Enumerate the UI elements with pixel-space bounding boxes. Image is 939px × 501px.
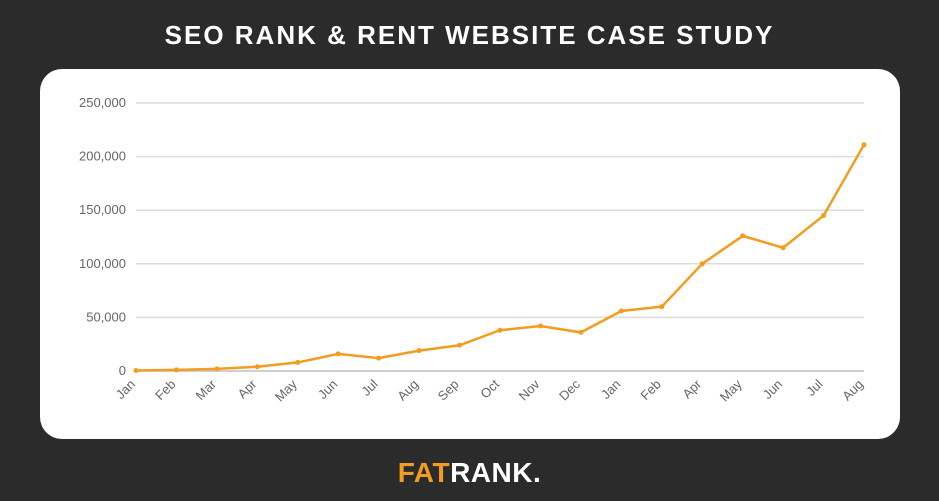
x-tick-label: Dec xyxy=(556,376,583,403)
x-tick-label: Jan xyxy=(598,377,623,402)
y-tick-label: 200,000 xyxy=(79,149,126,164)
x-tick-label: Oct xyxy=(477,376,502,401)
x-tick-label: Mar xyxy=(192,376,219,403)
y-tick-label: 100,000 xyxy=(79,256,126,271)
series-marker xyxy=(416,348,421,353)
line-chart: 0 50,000 100,000 150,000 200,000 250,000 Jan F… xyxy=(68,89,872,427)
series-marker xyxy=(295,360,300,365)
x-axis-ticks: Jan Feb Mar Apr May Jun Jul Aug Sep Oct Nov Dec Jan F… xyxy=(112,376,865,404)
x-tick-label: May xyxy=(716,376,744,404)
chart-wrap: 0 50,000 100,000 150,000 200,000 250,000 Jan F… xyxy=(68,89,872,427)
logo-part-rank: RANK xyxy=(450,457,533,489)
logo-part-dot: . xyxy=(533,457,541,489)
brand-logo: FAT RANK . xyxy=(398,457,541,489)
x-tick-label: Jun xyxy=(314,377,339,402)
series-marker xyxy=(335,351,340,356)
series-marker xyxy=(457,343,462,348)
series-marker xyxy=(497,328,502,333)
x-tick-label: Jan xyxy=(112,377,137,402)
series-marker xyxy=(537,323,542,328)
page-title: SEO RANK & RENT WEBSITE CASE STUDY xyxy=(165,20,775,51)
x-tick-label: Apr xyxy=(679,376,704,401)
y-tick-label: 150,000 xyxy=(79,202,126,217)
series-marker xyxy=(740,233,745,238)
x-tick-label: Nov xyxy=(515,376,542,403)
x-tick-label: Jun xyxy=(759,377,784,402)
logo-part-fat: FAT xyxy=(398,457,450,489)
x-tick-label: Feb xyxy=(152,377,178,403)
series-marker xyxy=(133,368,138,373)
x-tick-label: Feb xyxy=(637,377,663,403)
x-tick-label: Aug xyxy=(394,377,421,404)
x-tick-label: May xyxy=(271,376,299,404)
series-line xyxy=(136,145,864,371)
series-marker xyxy=(618,308,623,313)
series-marker xyxy=(173,367,178,372)
series-marker xyxy=(376,356,381,361)
x-tick-label: Aug xyxy=(839,377,866,404)
series-marker xyxy=(699,261,704,266)
chart-card: 0 50,000 100,000 150,000 200,000 250,000 Jan F… xyxy=(40,69,900,439)
x-tick-label: Jul xyxy=(803,376,825,398)
chart-series xyxy=(133,142,866,373)
series-marker xyxy=(821,213,826,218)
series-marker xyxy=(214,366,219,371)
x-tick-label: Jul xyxy=(358,376,380,398)
series-marker xyxy=(659,304,664,309)
x-tick-label: Sep xyxy=(434,377,461,404)
series-marker xyxy=(780,245,785,250)
series-marker xyxy=(578,330,583,335)
y-tick-label: 50,000 xyxy=(86,309,126,324)
series-marker xyxy=(254,364,259,369)
y-tick-label: 250,000 xyxy=(79,95,126,110)
y-axis-ticks: 0 50,000 100,000 150,000 200,000 250,000 xyxy=(79,95,126,378)
x-tick-label: Apr xyxy=(234,376,259,401)
y-tick-label: 0 xyxy=(118,363,125,378)
series-marker xyxy=(861,142,866,147)
